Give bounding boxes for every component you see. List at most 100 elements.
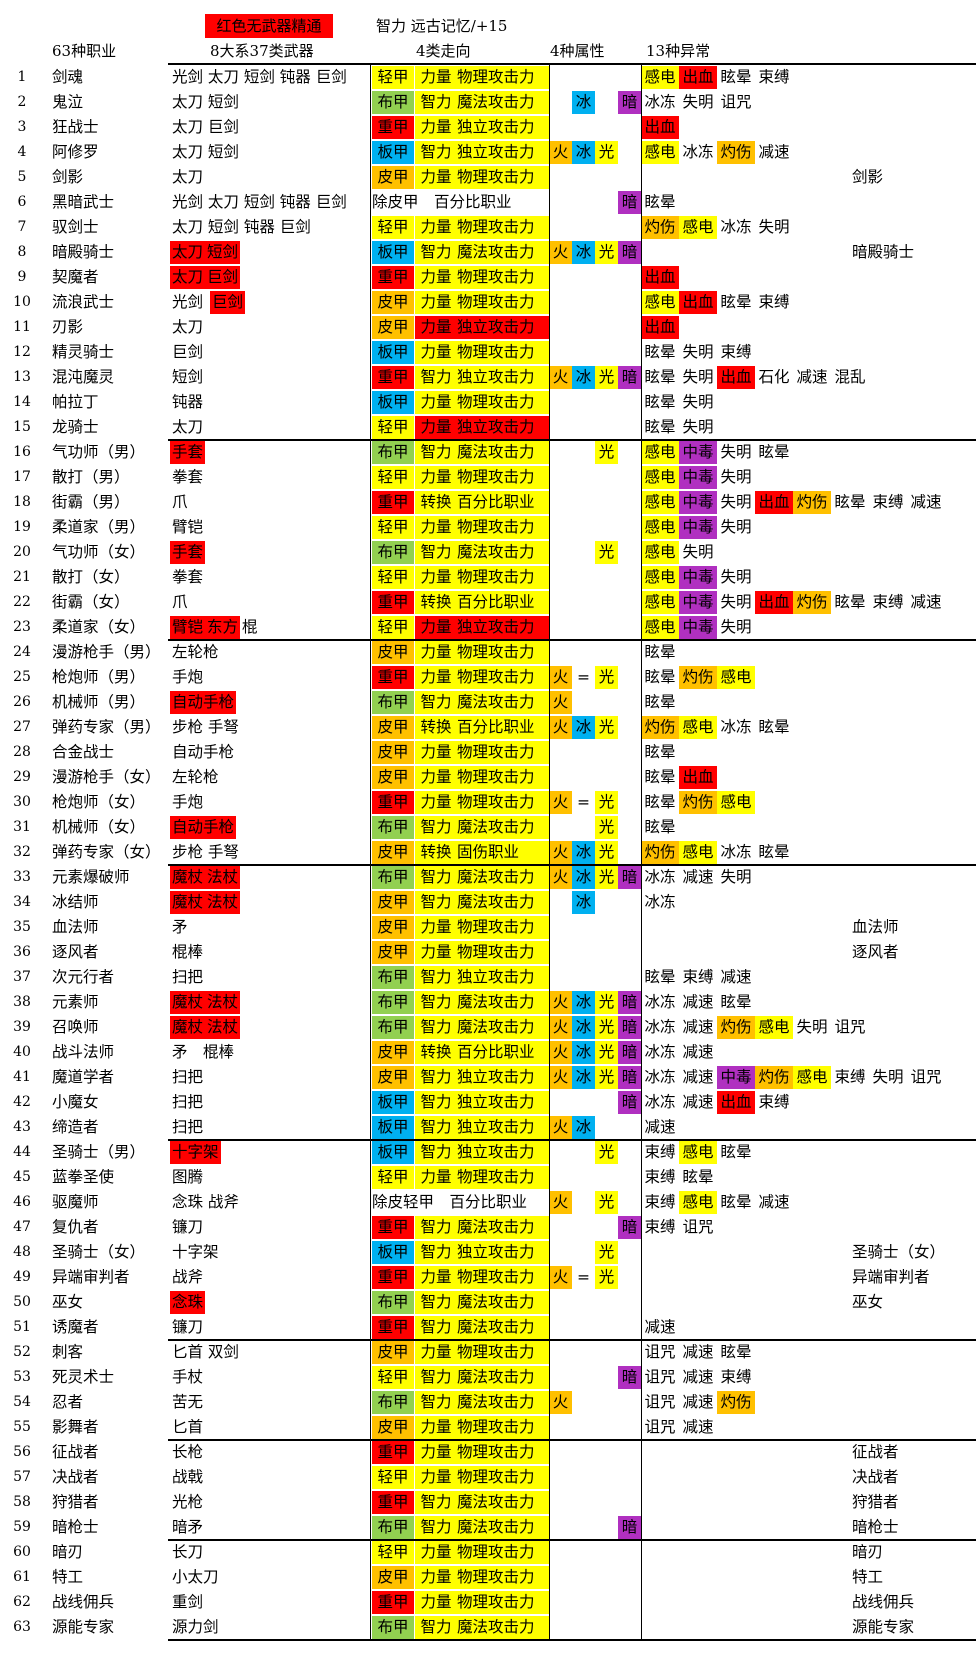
weapon-type: 光剑 [172, 293, 204, 311]
weapon-list: 光剑 太刀 短剑 钝器 巨剑 [170, 66, 370, 89]
attack-type: 固伤职业 [457, 841, 549, 864]
row-number: 53 [13, 1369, 31, 1385]
class-name: 龙骑士 [52, 418, 99, 436]
row-number: 62 [13, 1594, 31, 1610]
row-number: 7 [17, 219, 27, 235]
attack-type: 物理攻击力 [457, 1341, 549, 1364]
armor-type: 轻甲 [372, 216, 414, 239]
class-name: 忍者 [52, 1393, 84, 1411]
main-stat: 智力 [415, 1516, 457, 1539]
row-number: 2 [17, 94, 27, 110]
status-effect: 失明 [720, 593, 752, 611]
main-stat: 智力 [415, 91, 457, 114]
table-row: 40 战斗法师 矛 棍棒 皮甲 转换 百分比职业火冰光暗冰冻 减速 [0, 1040, 976, 1065]
table-row: 32 弹药专家（女） 步枪 手弩 皮甲 转换 固伤职业火冰光灼伤 感电 冰冻 眩晕 [0, 840, 976, 865]
status-effect: 出血 [717, 1091, 755, 1114]
row-number: 29 [13, 769, 31, 785]
status-effect: 眩晕 [758, 718, 790, 736]
attack-type: 魔法攻击力 [457, 1366, 549, 1389]
table-row: 37 次元行者 扫把 布甲 智力 独立攻击力 眩晕 束缚 减速 [0, 965, 976, 990]
class-name: 散打（男） [52, 468, 130, 486]
main-stat: 力量 [415, 116, 457, 139]
element-ice: 冰 [572, 1016, 595, 1039]
weapon-type: 自动手枪 [172, 743, 235, 761]
awakening-name: 特工 [852, 1568, 884, 1586]
weapon-list: 长枪 [170, 1441, 370, 1464]
status-effect: 失明 [872, 1068, 904, 1086]
group-separator [168, 1639, 976, 1641]
weapon-type: 太刀 巨剑 [172, 118, 239, 136]
header-weapon: 8大系37类武器 [210, 42, 314, 60]
weapon-type: 小太刀 [172, 1568, 219, 1586]
class-name: 阿修罗 [52, 143, 99, 161]
header-status: 13种异常 [646, 42, 711, 60]
weapon-type: 手炮 [172, 668, 204, 686]
attack-type: 百分比职业 [457, 716, 549, 739]
status-effect: 减速 [644, 1318, 676, 1336]
weapon-list: 光剑 巨剑 [170, 291, 370, 314]
class-name: 机械师（男） [52, 693, 146, 711]
weapon-type: 太刀 短剑 钝器 巨剑 [172, 218, 311, 236]
main-stat: 智力 [415, 541, 457, 564]
status-effect: 束缚 [720, 1368, 752, 1386]
main-stat: 转换 [415, 591, 457, 614]
class-name: 战斗法师 [52, 1043, 115, 1061]
status-effect: 眩晕 [644, 418, 676, 436]
status-effect: 冰冻 [644, 893, 676, 911]
element-ice: 冰 [572, 1066, 595, 1089]
weapon-type: 巨剑 [172, 343, 204, 361]
class-name: 特工 [52, 1568, 84, 1586]
table-row: 2 鬼泣 太刀 短剑 布甲 智力 魔法攻击力冰暗冰冻 失明 诅咒 [0, 90, 976, 115]
class-name: 复仇者 [52, 1218, 99, 1236]
weapon-type: 自动手枪 [170, 816, 237, 839]
weapon-list: 光枪 [170, 1491, 370, 1514]
class-name: 散打（女） [52, 568, 130, 586]
status-effect: 眩晕 [720, 1193, 752, 1211]
weapon-list: 扫把 [170, 966, 370, 989]
status-effect: 感电 [641, 466, 679, 489]
main-stat: 智力 [415, 1216, 457, 1239]
status-effect: 减速 [758, 1193, 790, 1211]
table-row: 9 契魔者 太刀 巨剑 重甲 力量 物理攻击力 出血 [0, 265, 976, 290]
armor-type: 布甲 [372, 966, 414, 989]
legend-red-swatch: 红色无武器精通 [205, 14, 333, 38]
attack-type: 物理攻击力 [457, 1416, 549, 1439]
status-effect: 灼伤 [641, 841, 679, 864]
weapon-type: 扫把 [172, 968, 204, 986]
group-separator [168, 439, 976, 441]
element-ice: 冰 [572, 1041, 595, 1064]
element-fire: 火 [549, 716, 572, 739]
table-row: 57 决战者 战戟 轻甲 力量 物理攻击力 决战者 [0, 1465, 976, 1490]
weapon-type: 长枪 [172, 1443, 204, 1461]
attack-type: 魔法攻击力 [457, 866, 549, 889]
status-effect: 减速 [682, 1368, 714, 1386]
armor-type: 重甲 [372, 591, 414, 614]
weapon-list: 左轮枪 [170, 641, 370, 664]
awakening-name: 源能专家 [852, 1618, 915, 1636]
weapon-type: 矛 [172, 918, 188, 936]
armor-type: 布甲 [372, 691, 414, 714]
row-number: 55 [13, 1419, 31, 1435]
weapon-list: 匕首 [170, 1416, 370, 1439]
group-separator [168, 639, 976, 641]
main-stat: 转换 [415, 1041, 457, 1064]
main-stat: 智力 [415, 1241, 457, 1264]
table-row: 16 气功师（男） 手套 布甲 智力 魔法攻击力 光感电 中毒 失明 眩晕 [0, 440, 976, 465]
armor-type: 皮甲 [372, 891, 414, 914]
awakening-name: 血法师 [852, 918, 899, 936]
class-name: 气功师（男） [52, 443, 146, 461]
row-number: 43 [13, 1119, 31, 1135]
weapon-type: 魔杖 [170, 866, 206, 889]
weapon-list: 太刀 巨剑 [170, 266, 370, 289]
main-stat: 力量 [415, 616, 457, 639]
weapon-list: 小太刀 [170, 1566, 370, 1589]
attack-type: 独立攻击力 [457, 141, 549, 164]
element-fire: 火 [549, 1016, 572, 1039]
status-effect: 出血 [641, 116, 679, 139]
table-row: 28 合金战士 自动手枪 皮甲 力量 物理攻击力 眩晕 [0, 740, 976, 765]
status-effect: 感电 [641, 516, 679, 539]
attack-type: 物理攻击力 [457, 766, 549, 789]
element-light: 光 [595, 1066, 618, 1089]
class-name: 征战者 [52, 1443, 99, 1461]
armor-type: 布甲 [372, 1616, 414, 1639]
